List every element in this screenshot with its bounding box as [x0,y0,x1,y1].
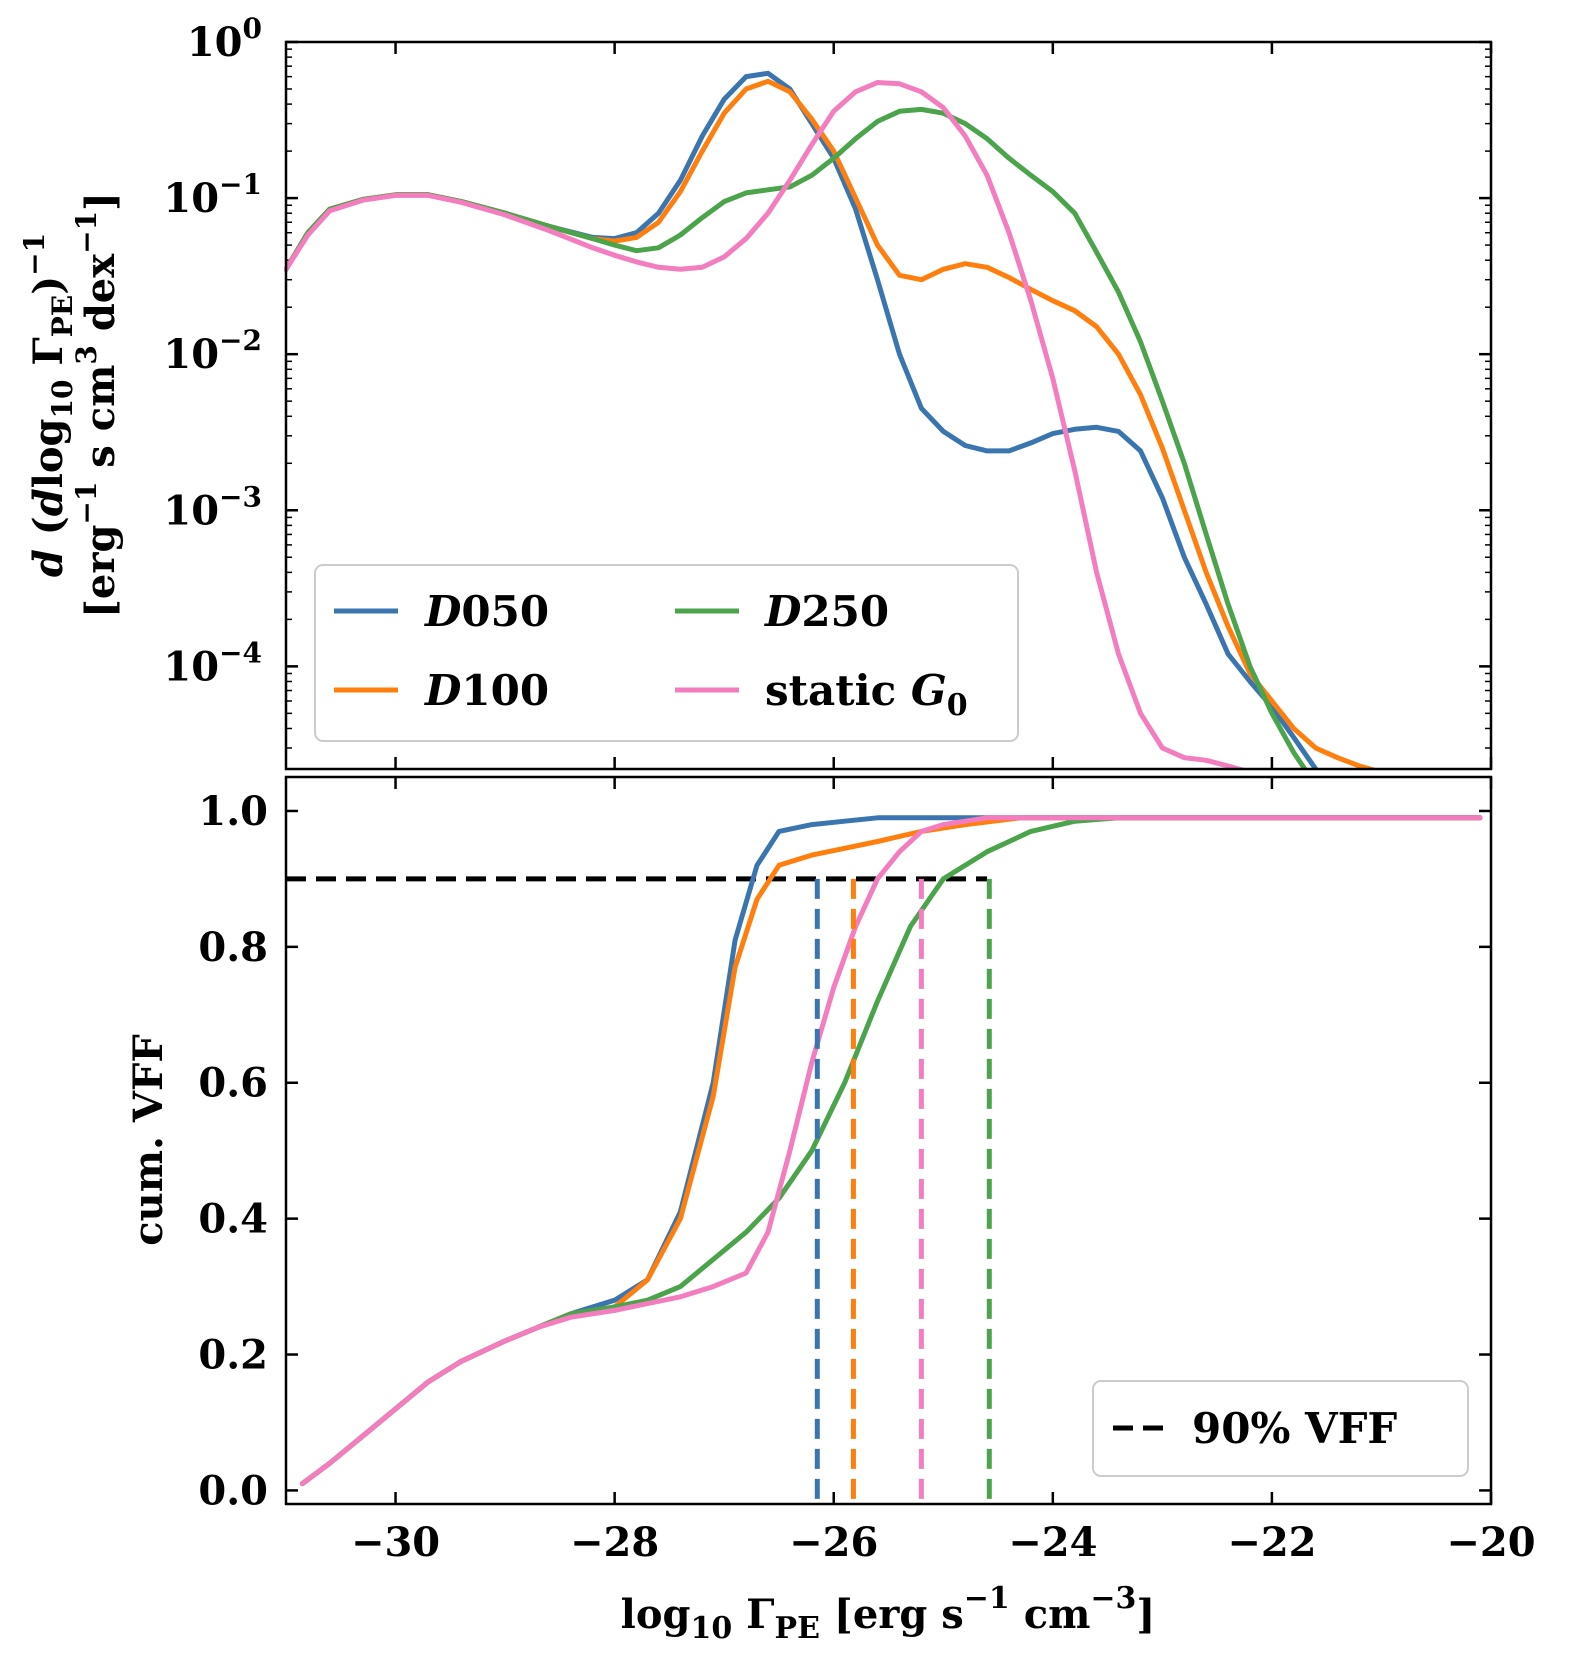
bottom-y-axis-label: cum. VFF [125,1034,172,1245]
bottom-y-tick-label: 0.4 [198,1196,268,1243]
bottom-legend: 90% VFF [1092,1380,1469,1477]
bottom-y-tick-label: 0.0 [198,1467,268,1514]
bottom-legend-frame [1092,1380,1469,1477]
top-legend: D050 D100 D250 static G0 [314,564,1019,742]
bottom-y-tick-label: 0.2 [198,1332,268,1379]
top-y-tick-labels: 100 10−1 10−2 10−3 10−4 [163,12,262,690]
bottom-y-tick-labels: 0.0 0.2 0.4 0.6 0.8 1.0 [198,788,268,1514]
bottom-y-tick-label: 1.0 [198,788,268,835]
top-y-tick-label: 10−1 [163,168,262,222]
top-panel: 100 10−1 10−2 10−3 10−4 d (dlog10 ΓPE)−1 [er… [18,12,1493,771]
top-legend-frame [314,564,1019,742]
legend-static-g0-label: static G0 [765,666,968,723]
top-y-tick-label: 10−3 [163,480,262,534]
x-axis-label: log10 ΓPE [erg s−1 cm−3] [621,1581,1156,1646]
bottom-x-tick-label: −30 [351,1519,440,1566]
bottom-panel: 0.0 0.2 0.4 0.6 0.8 1.0 −30 −28 −26 −24 −22 −20 cu… [125,775,1536,1646]
top-y-tick-label: 10−2 [163,324,262,378]
top-series-static-g0 [284,80,1248,769]
top-plot-frame [284,40,1493,771]
bottom-x-tick-label: −26 [789,1519,878,1566]
bottom-series-group [286,815,1483,1503]
top-y-axis-label-line2: [erg−1 s cm3 dex−1] [70,192,124,618]
bottom-x-tick-labels: −30 −28 −26 −24 −22 −20 [351,1519,1536,1566]
bottom-x-tick-label: −20 [1446,1519,1535,1566]
bottom-plot-frame [284,775,1493,1506]
bottom-x-tick-label: −22 [1227,1519,1316,1566]
legend-d100-label: D100 [424,666,549,715]
legend-90-vff-label: 90% VFF [1192,1404,1397,1453]
top-y-tick-label: 10−4 [163,636,262,690]
top-y-axis-label: d (dlog10 ΓPE)−1 [erg−1 s cm3 dex−1] [18,192,124,618]
bottom-x-tick-label: −24 [1008,1519,1097,1566]
bottom-y-tick-label: 0.6 [198,1060,268,1107]
bottom-x-tick-label: −28 [570,1519,659,1566]
top-y-tick-label: 100 [187,12,262,66]
bottom-series-static-g0 [299,815,1483,1487]
legend-d050-label: D050 [424,587,549,636]
top-series-group [284,70,1380,769]
legend-d250-label: D250 [764,587,889,636]
bottom-y-tick-label: 0.8 [198,924,268,971]
